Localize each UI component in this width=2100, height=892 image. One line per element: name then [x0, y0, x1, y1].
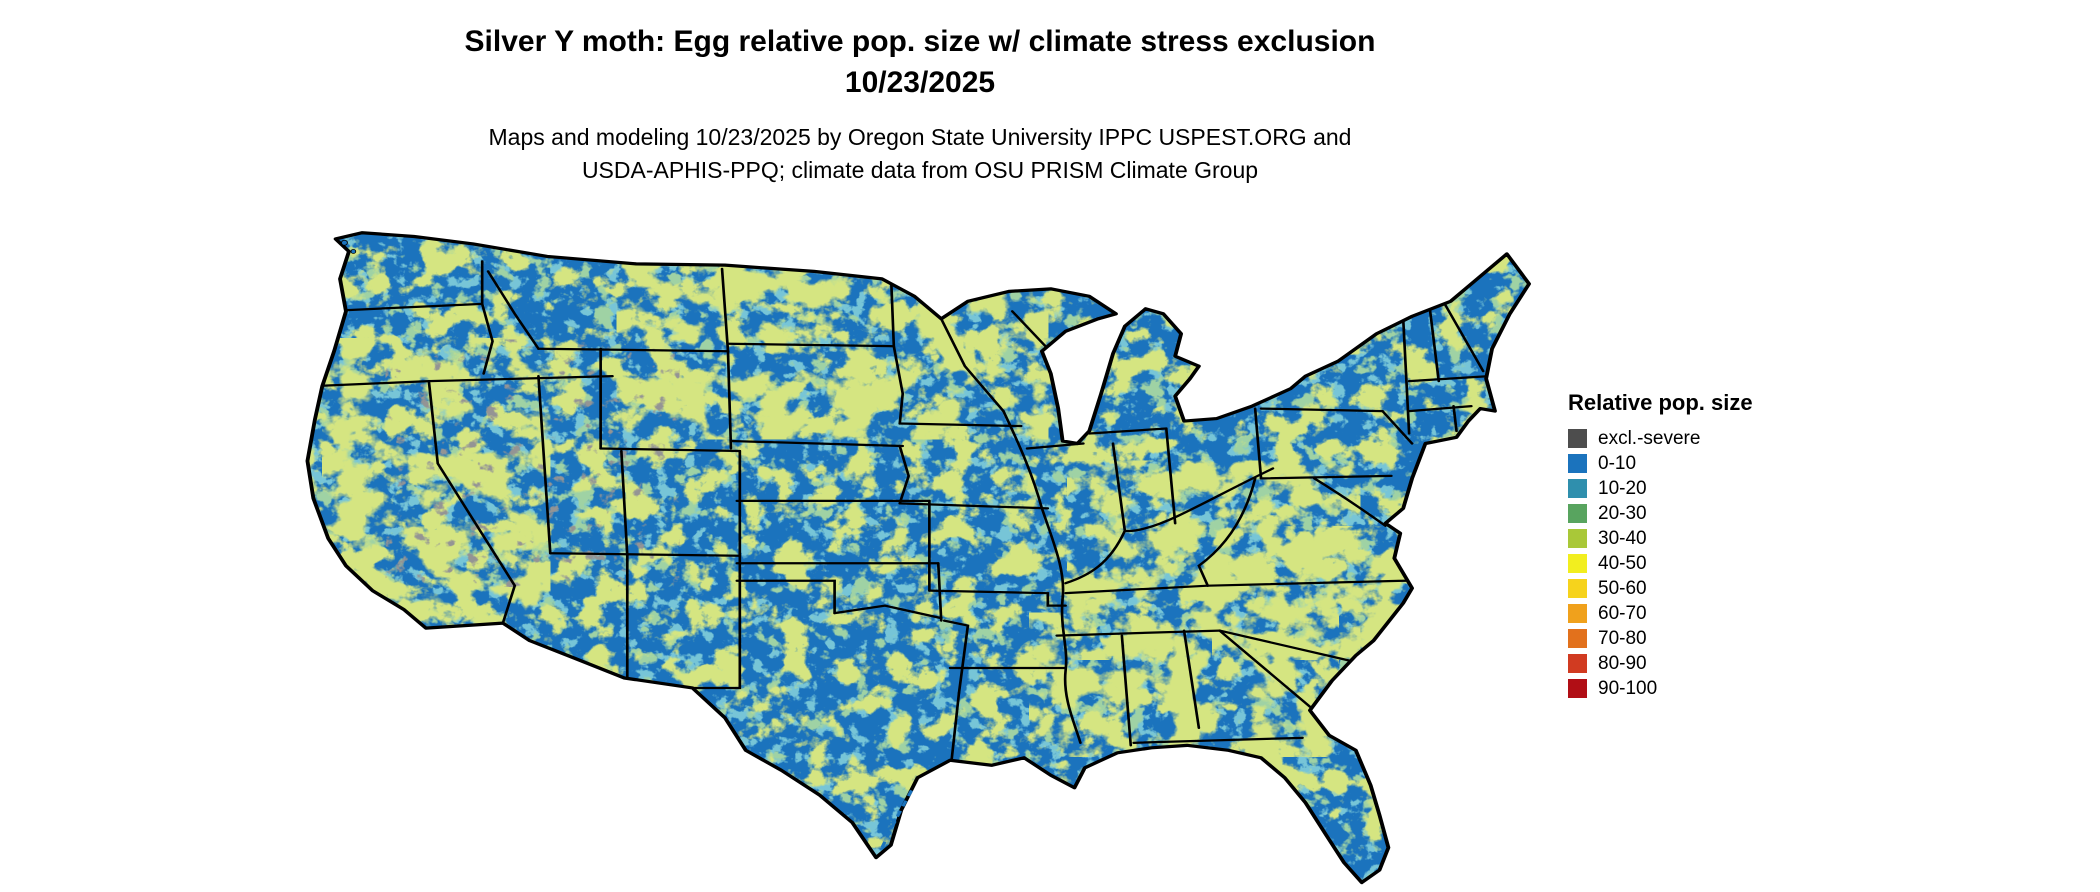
legend-label: 70-80 — [1598, 628, 1647, 649]
legend-label: excl.-severe — [1598, 428, 1701, 449]
puget-sound-island — [350, 249, 357, 254]
legend-swatch — [1568, 604, 1587, 623]
legend-swatch — [1568, 654, 1587, 673]
legend-item: 0-10 — [1568, 454, 1753, 473]
legend-label: 30-40 — [1598, 528, 1647, 549]
legend-label: 10-20 — [1598, 478, 1647, 499]
legend-swatch — [1568, 479, 1587, 498]
us-population-map — [303, 224, 1535, 890]
map-header: Silver Y moth: Egg relative pop. size w/… — [320, 22, 1520, 188]
islands-and-keys — [341, 239, 914, 849]
legend-swatch — [1568, 629, 1587, 648]
map-title-date: 10/23/2025 — [844, 65, 996, 99]
us-map-svg — [305, 231, 1532, 885]
legend-swatch — [1568, 504, 1587, 523]
state-borders — [312, 260, 1491, 762]
legend-swatch — [1568, 579, 1587, 598]
puget-sound-island — [341, 239, 348, 246]
legend-item: 90-100 — [1568, 679, 1753, 698]
legend-label: 80-90 — [1598, 653, 1647, 674]
legend-item: 50-60 — [1568, 579, 1753, 598]
legend-item: 10-20 — [1568, 479, 1753, 498]
legend-swatch — [1568, 454, 1587, 473]
map-subtitle-line1: Maps and modeling 10/23/2025 by Oregon S… — [488, 124, 1352, 150]
legend-label: 40-50 — [1598, 553, 1647, 574]
legend-item: 60-70 — [1568, 604, 1753, 623]
legend-item: 80-90 — [1568, 654, 1753, 673]
map-subtitle: Maps and modeling 10/23/2025 by Oregon S… — [320, 121, 1520, 188]
map-raster-layers — [307, 232, 1530, 883]
legend-item: excl.-severe — [1568, 429, 1753, 448]
legend-item: 70-80 — [1568, 629, 1753, 648]
speckle-dense-piedmont — [1221, 532, 1399, 651]
legend-item: 40-50 — [1568, 554, 1753, 573]
legend-title: Relative pop. size — [1568, 390, 1753, 415]
legend-label: 20-30 — [1598, 503, 1647, 524]
map-subtitle-line2: USDA-APHIS-PPQ; climate data from OSU PR… — [581, 157, 1259, 184]
legend-swatch — [1568, 429, 1587, 448]
legend-label: 60-70 — [1598, 603, 1647, 624]
map-title-line1: Silver Y moth: Egg relative pop. size w/… — [464, 25, 1376, 58]
legend-label: 0-10 — [1598, 453, 1637, 474]
legend: Relative pop. size excl.-severe 0-10 10-… — [1568, 390, 1753, 704]
legend-swatch — [1568, 554, 1587, 573]
legend-label: 90-100 — [1598, 678, 1658, 699]
us-outline — [305, 231, 1532, 885]
legend-label: 50-60 — [1598, 578, 1647, 599]
legend-item: 30-40 — [1568, 529, 1753, 548]
legend-swatch — [1568, 529, 1587, 548]
legend-swatch — [1568, 679, 1587, 698]
legend-item: 20-30 — [1568, 504, 1753, 523]
